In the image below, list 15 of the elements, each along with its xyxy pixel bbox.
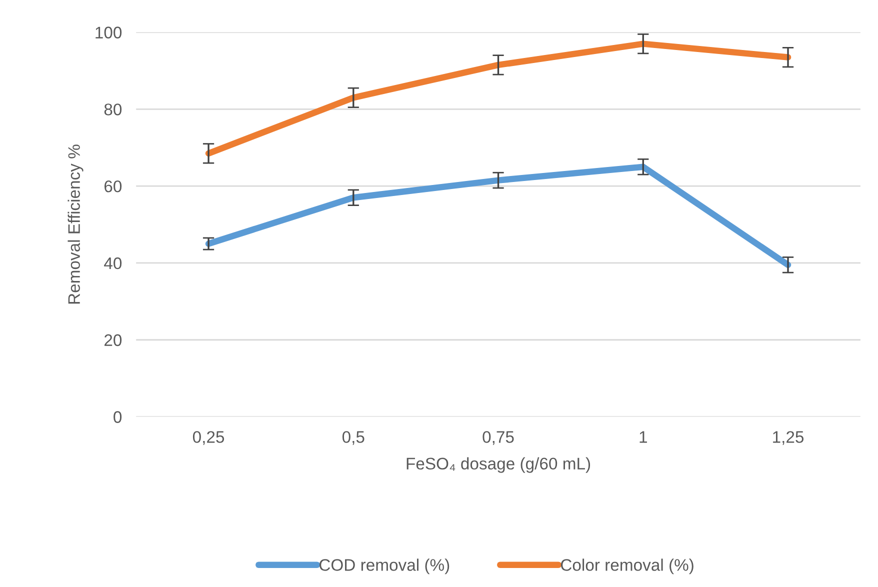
- legend-label: Color removal (%): [560, 558, 694, 574]
- x-tick-label: 1: [640, 431, 647, 443]
- y-tick-label: 60: [104, 180, 122, 192]
- y-tick-label: 0: [114, 411, 122, 423]
- legend-label: COD removal (%): [319, 558, 450, 574]
- y-tick-label: 20: [104, 334, 122, 346]
- x-tick-label: 0,5: [342, 431, 364, 445]
- y-axis-title: Removal Efficiency %: [68, 144, 84, 304]
- x-tick-label: 0,25: [192, 431, 224, 445]
- x-tick-label: 0,75: [482, 431, 514, 445]
- y-tick-label: 100: [96, 26, 122, 38]
- y-tick-label: 80: [104, 104, 122, 116]
- y-tick-label: 40: [104, 257, 122, 270]
- x-tick-label: 1,25: [773, 431, 804, 445]
- x-axis-title: FeSO₄ dosage (g/60 mL): [406, 457, 590, 473]
